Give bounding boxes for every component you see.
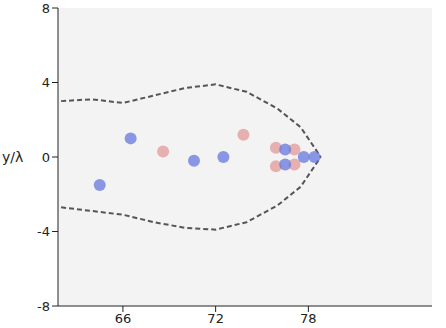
svg-text:4: 4 [42, 75, 50, 90]
svg-text:0: 0 [42, 150, 50, 165]
svg-text:66: 66 [115, 311, 132, 326]
svg-text:-4: -4 [37, 224, 50, 239]
svg-text:72: 72 [207, 311, 224, 326]
svg-text:78: 78 [300, 311, 317, 326]
svg-text:8: 8 [42, 1, 50, 16]
svg-text:y/λ: y/λ [2, 149, 23, 165]
svg-text:-8: -8 [37, 299, 50, 314]
